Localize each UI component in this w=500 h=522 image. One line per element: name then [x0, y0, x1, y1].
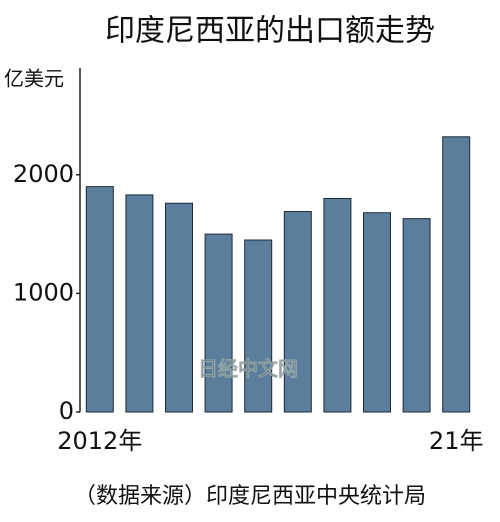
bar [363, 212, 391, 413]
y-tick-label: 1000 [13, 278, 74, 306]
bar [323, 197, 352, 413]
bar [85, 186, 114, 413]
source-note: （数据来源）印度尼西亚中央统计局 [74, 484, 426, 509]
x-tick-label: 21年 [429, 427, 484, 455]
y-tick-label: 0 [59, 397, 74, 425]
bar [204, 233, 233, 413]
bar [165, 202, 193, 413]
y-axis-label: 亿美元 [4, 67, 64, 91]
bar [442, 136, 471, 413]
bar [283, 211, 312, 413]
x-tick-label: 2012年 [57, 427, 142, 455]
chart-title: 印度尼西亚的出口额走势 [105, 14, 435, 49]
bar [402, 218, 431, 413]
watermark: 日经中文网 [198, 357, 298, 381]
y-tick-label: 2000 [13, 160, 74, 188]
bar [244, 239, 273, 413]
bar [125, 194, 154, 413]
